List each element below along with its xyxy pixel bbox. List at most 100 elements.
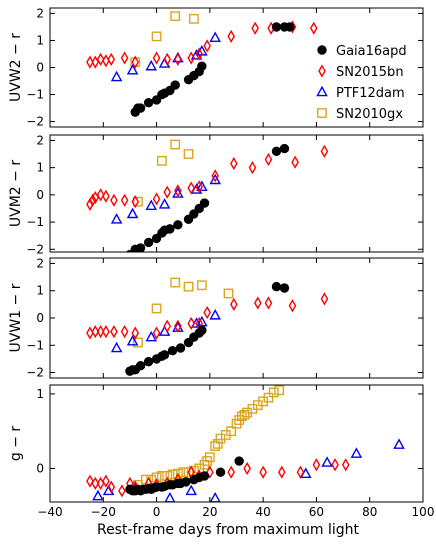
data-point-sn2015bn: [86, 197, 94, 211]
data-point-gaia16apd: [215, 467, 226, 477]
data-point-sn2010gx: [151, 472, 162, 483]
panel-frame: [49, 134, 424, 253]
x-tick-label: 40: [256, 505, 271, 519]
series-gaia16apd: [125, 456, 244, 496]
data-point-sn2010gx: [204, 452, 215, 463]
data-point-sn2015bn: [131, 195, 140, 209]
y-tick-label: −2: [26, 366, 44, 380]
legend-marker-gaia16apd: [317, 45, 327, 55]
data-point-sn2015bn: [174, 184, 182, 198]
legend-entry-ptf12dam: PTF12dam: [316, 85, 405, 101]
data-point-gaia16apd: [143, 97, 154, 108]
data-point-gaia16apd: [234, 456, 244, 466]
panel-4: −40 −20 0 20 40 60 80 100 0 1 g − r: [8, 384, 435, 519]
data-point-gaia16apd: [197, 325, 207, 335]
x-tick-label: 100: [412, 505, 435, 519]
y-tick-label: 0: [36, 188, 44, 202]
data-point-sn2015bn: [187, 181, 196, 195]
data-point-ptf12dam: [145, 330, 158, 342]
data-point-sn2010gx: [263, 392, 274, 403]
legend-entry-sn2015bn: SN2015bn: [318, 64, 404, 80]
data-point-gaia16apd: [175, 343, 186, 353]
y-tick-label: −1: [26, 338, 44, 352]
data-point-sn2010gx: [223, 288, 234, 299]
data-point-gaia16apd: [170, 80, 180, 90]
panel-data: [86, 139, 329, 252]
data-point-sn2015bn: [341, 458, 350, 472]
series-sn2010gx: [133, 139, 194, 207]
data-point-sn2015bn: [163, 319, 172, 333]
series-sn2015bn: [86, 144, 329, 211]
data-point-gaia16apd: [285, 22, 295, 32]
x-axis-label: Rest-frame days from maximum light: [97, 522, 360, 538]
data-point-sn2015bn: [227, 465, 235, 479]
data-point-sn2010gx: [167, 469, 178, 480]
data-point-sn2010gx: [170, 139, 181, 150]
data-point-sn2015bn: [203, 39, 212, 53]
data-point-sn2015bn: [131, 326, 140, 340]
y-tick-label: 2: [36, 6, 44, 20]
data-point-sn2010gx: [172, 468, 183, 479]
legend-label: Gaia16apd: [336, 44, 407, 59]
data-point-sn2010gx: [156, 471, 167, 481]
series-ptf12dam: [92, 438, 405, 502]
series-gaia16apd: [130, 22, 295, 117]
data-point-ptf12dam: [126, 63, 139, 75]
data-point-sn2015bn: [243, 461, 251, 476]
data-point-sn2015bn: [102, 325, 110, 339]
y-tick-label: −1: [26, 88, 44, 102]
panel-frame: [49, 257, 424, 379]
data-point-sn2015bn: [120, 51, 129, 65]
data-point-gaia16apd: [135, 103, 146, 113]
data-point-sn2015bn: [174, 52, 182, 66]
data-point-sn2010gx: [212, 438, 223, 449]
data-point-sn2015bn: [163, 185, 172, 199]
data-point-sn2015bn: [131, 55, 140, 69]
data-point-sn2015bn: [211, 169, 219, 183]
data-point-sn2015bn: [102, 189, 110, 203]
data-point-sn2015bn: [254, 296, 262, 310]
data-point-ptf12dam: [350, 447, 363, 458]
data-point-sn2010gx: [188, 13, 199, 24]
data-point-sn2010gx: [170, 11, 181, 22]
data-point-sn2010gx: [226, 426, 237, 437]
data-point-sn2015bn: [259, 465, 267, 479]
panel-1: −2 −1 0 1 2 UVW2 − r: [8, 6, 424, 129]
data-point-sn2015bn: [291, 155, 299, 169]
data-point-gaia16apd: [279, 283, 290, 293]
data-point-gaia16apd: [197, 61, 207, 71]
data-point-sn2015bn: [88, 193, 97, 207]
x-tick-label: 80: [362, 505, 377, 519]
data-point-gaia16apd: [279, 143, 290, 154]
data-point-sn2010gx: [196, 280, 207, 291]
legend-label: SN2010gx: [336, 107, 403, 122]
y-tick-label: −2: [26, 242, 44, 256]
data-point-sn2015bn: [296, 465, 305, 479]
panel-data: [86, 11, 318, 117]
data-point-sn2015bn: [96, 188, 105, 202]
data-point-ptf12dam: [196, 180, 208, 191]
data-point-sn2015bn: [277, 465, 286, 479]
data-point-sn2015bn: [102, 54, 110, 68]
y-tick-label: 1: [36, 284, 44, 298]
data-point-gaia16apd: [159, 350, 170, 360]
y-axis-label: UVM2 − r: [8, 160, 24, 227]
data-point-ptf12dam: [145, 199, 158, 211]
data-point-gaia16apd: [135, 243, 146, 252]
panel-data: [86, 385, 405, 502]
y-tick-label: 0: [36, 461, 44, 475]
data-point-sn2015bn: [107, 52, 116, 66]
data-point-sn2015bn: [110, 325, 118, 339]
data-point-sn2015bn: [152, 192, 161, 206]
data-point-sn2015bn: [91, 325, 100, 339]
data-point-gaia16apd: [181, 477, 191, 487]
data-point-sn2015bn: [110, 193, 118, 207]
data-point-sn2015bn: [152, 51, 161, 65]
data-point-sn2015bn: [102, 474, 110, 488]
data-point-ptf12dam: [393, 438, 405, 449]
data-point-sn2015bn: [264, 152, 273, 167]
data-point-ptf12dam: [126, 334, 139, 346]
data-point-ptf12dam: [164, 492, 176, 502]
data-point-sn2015bn: [320, 144, 329, 158]
